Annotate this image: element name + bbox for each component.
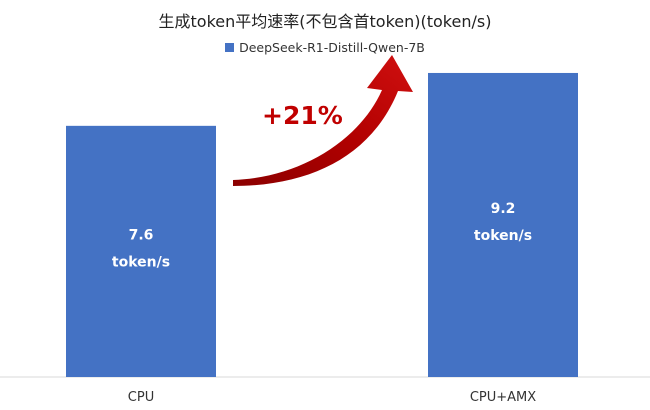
data-label: token/s: [474, 228, 532, 244]
data-label: token/s: [112, 254, 170, 270]
data-label: 7.6: [129, 227, 154, 243]
x-tick-label: CPU: [128, 390, 154, 405]
legend-label: DeepSeek-R1-Distill-Qwen-7B: [239, 40, 425, 55]
data-label: 9.2: [491, 201, 516, 217]
curved-up-arrow-icon: [233, 55, 413, 186]
chart-legend: DeepSeek-R1-Distill-Qwen-7B: [0, 40, 650, 55]
legend-swatch: [225, 43, 235, 52]
bar-cpu-amx: [428, 72, 578, 377]
x-tick-label: CPU+AMX: [470, 390, 536, 405]
chart-title: 生成token平均速率(不包含首token)(token/s): [158, 12, 492, 31]
growth-annotation: +21%: [262, 101, 343, 130]
bar-cpu: [66, 125, 216, 377]
